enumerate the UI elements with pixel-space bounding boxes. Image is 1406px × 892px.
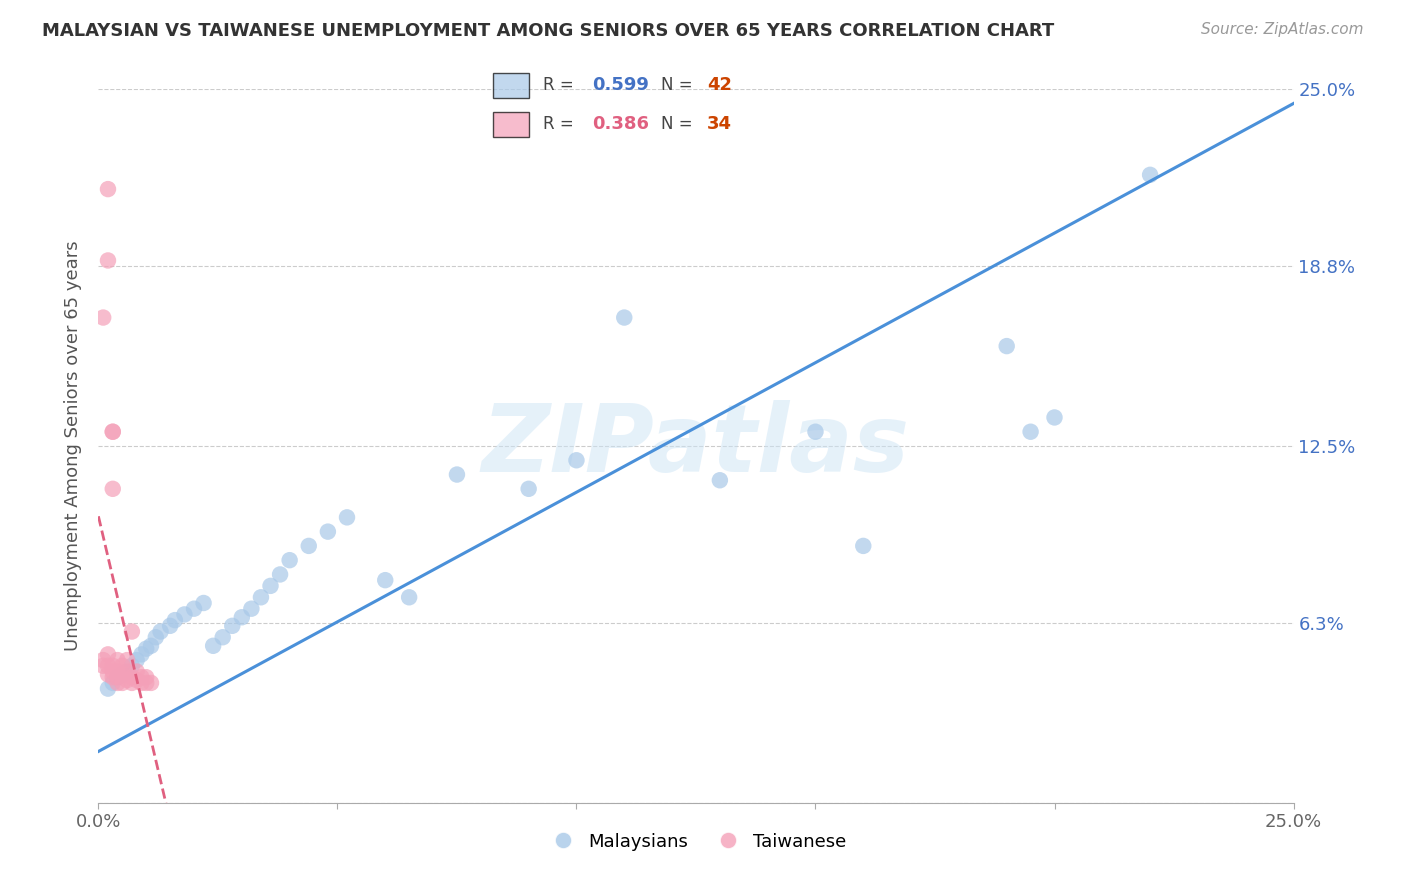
Text: R =: R = <box>543 77 579 95</box>
Point <box>221 619 243 633</box>
Point <box>111 658 134 673</box>
Point <box>250 591 273 605</box>
Point <box>1139 168 1161 182</box>
Point <box>125 673 148 687</box>
Point <box>97 667 120 681</box>
Point <box>125 653 148 667</box>
Point <box>193 596 215 610</box>
Point <box>159 619 181 633</box>
Y-axis label: Unemployment Among Seniors over 65 years: Unemployment Among Seniors over 65 years <box>65 241 83 651</box>
Point <box>107 670 129 684</box>
Point <box>91 653 114 667</box>
Point <box>852 539 875 553</box>
Point <box>278 553 301 567</box>
Point <box>183 601 205 615</box>
Point <box>115 665 138 679</box>
Point <box>111 667 134 681</box>
Point <box>131 648 153 662</box>
Point <box>91 310 114 325</box>
Point <box>298 539 321 553</box>
Point <box>101 676 124 690</box>
Point <box>145 630 167 644</box>
Point <box>101 425 124 439</box>
Point <box>125 665 148 679</box>
Point <box>1043 410 1066 425</box>
Point <box>111 667 134 681</box>
Point <box>259 579 281 593</box>
Point <box>149 624 172 639</box>
Text: MALAYSIAN VS TAIWANESE UNEMPLOYMENT AMONG SENIORS OVER 65 YEARS CORRELATION CHAR: MALAYSIAN VS TAIWANESE UNEMPLOYMENT AMON… <box>42 22 1054 40</box>
Point <box>97 658 120 673</box>
Point <box>135 641 157 656</box>
Text: Source: ZipAtlas.com: Source: ZipAtlas.com <box>1201 22 1364 37</box>
Text: N =: N = <box>661 77 697 95</box>
Point <box>374 573 396 587</box>
Point <box>135 670 157 684</box>
Point <box>240 601 263 615</box>
Point <box>97 681 120 696</box>
Point <box>135 676 157 690</box>
Point <box>131 676 153 690</box>
Point <box>269 567 291 582</box>
Text: 42: 42 <box>707 77 733 95</box>
FancyBboxPatch shape <box>494 72 529 98</box>
Point <box>107 670 129 684</box>
Point <box>398 591 420 605</box>
Point <box>804 425 827 439</box>
Point <box>316 524 339 539</box>
Point <box>517 482 540 496</box>
Text: R =: R = <box>543 115 579 133</box>
Point <box>107 665 129 679</box>
Text: 0.386: 0.386 <box>592 115 650 133</box>
Point <box>101 670 124 684</box>
Point <box>139 676 162 690</box>
Point <box>101 658 124 673</box>
Text: 34: 34 <box>707 115 733 133</box>
Point <box>202 639 225 653</box>
Point <box>211 630 233 644</box>
Point <box>565 453 588 467</box>
Point <box>115 665 138 679</box>
Point <box>97 182 120 196</box>
Text: ZIPatlas: ZIPatlas <box>482 400 910 492</box>
Point <box>101 482 124 496</box>
Point <box>115 673 138 687</box>
Point <box>131 670 153 684</box>
Point <box>121 658 143 673</box>
Point <box>101 665 124 679</box>
Point <box>91 658 114 673</box>
Point <box>1019 425 1042 439</box>
Point <box>107 676 129 690</box>
Point <box>97 648 120 662</box>
Point <box>709 473 731 487</box>
Point <box>336 510 359 524</box>
Point <box>995 339 1018 353</box>
Point <box>121 624 143 639</box>
Point <box>111 676 134 690</box>
Point <box>613 310 636 325</box>
Point <box>121 676 143 690</box>
Point <box>163 613 186 627</box>
Point <box>107 653 129 667</box>
Text: 0.599: 0.599 <box>592 77 650 95</box>
Point <box>101 425 124 439</box>
FancyBboxPatch shape <box>494 112 529 137</box>
Text: N =: N = <box>661 115 697 133</box>
Point <box>231 610 253 624</box>
Point <box>446 467 468 482</box>
Point <box>115 653 138 667</box>
Point <box>97 253 120 268</box>
Legend: Malaysians, Taiwanese: Malaysians, Taiwanese <box>538 826 853 858</box>
Point <box>139 639 162 653</box>
Point <box>173 607 195 622</box>
Point <box>121 670 143 684</box>
